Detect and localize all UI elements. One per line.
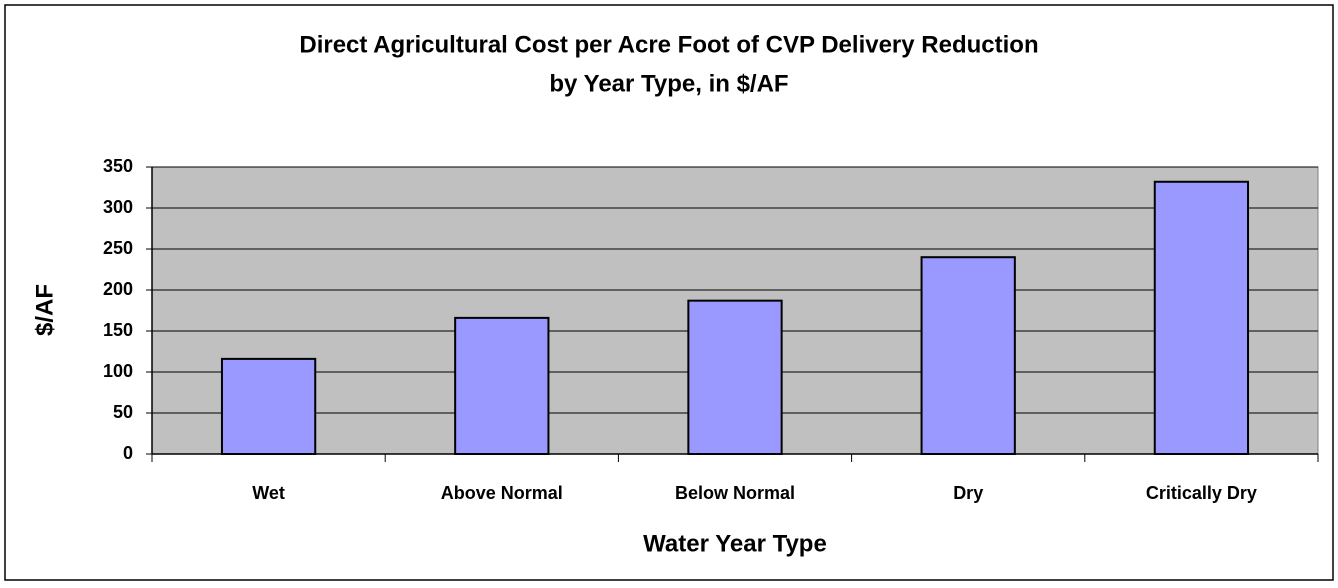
x-tick-label: Dry <box>953 483 983 503</box>
chart-title: Direct Agricultural Cost per Acre Foot o… <box>299 31 1038 58</box>
x-tick-label: Critically Dry <box>1146 483 1257 503</box>
y-tick-label: 150 <box>103 320 133 340</box>
bar <box>687 299 783 455</box>
y-tick-label: 50 <box>113 402 133 422</box>
x-axis-label: Water Year Type <box>643 530 827 557</box>
y-tick-label: 300 <box>103 197 133 217</box>
y-axis-label: $/AF <box>31 284 58 336</box>
y-tick-label: 250 <box>103 238 133 258</box>
bar <box>220 357 317 456</box>
bar <box>454 316 550 455</box>
y-tick-label: 350 <box>103 156 133 176</box>
bar <box>1153 180 1250 455</box>
chart-title: by Year Type, in $/AF <box>549 70 788 97</box>
x-tick-label: Below Normal <box>675 483 795 503</box>
bar <box>920 256 1016 456</box>
y-tick-label: 100 <box>103 361 133 381</box>
y-tick-label: 0 <box>123 443 133 463</box>
y-tick-label: 200 <box>103 279 133 299</box>
x-tick-label: Above Normal <box>441 483 563 503</box>
x-tick-label: Wet <box>252 483 285 503</box>
